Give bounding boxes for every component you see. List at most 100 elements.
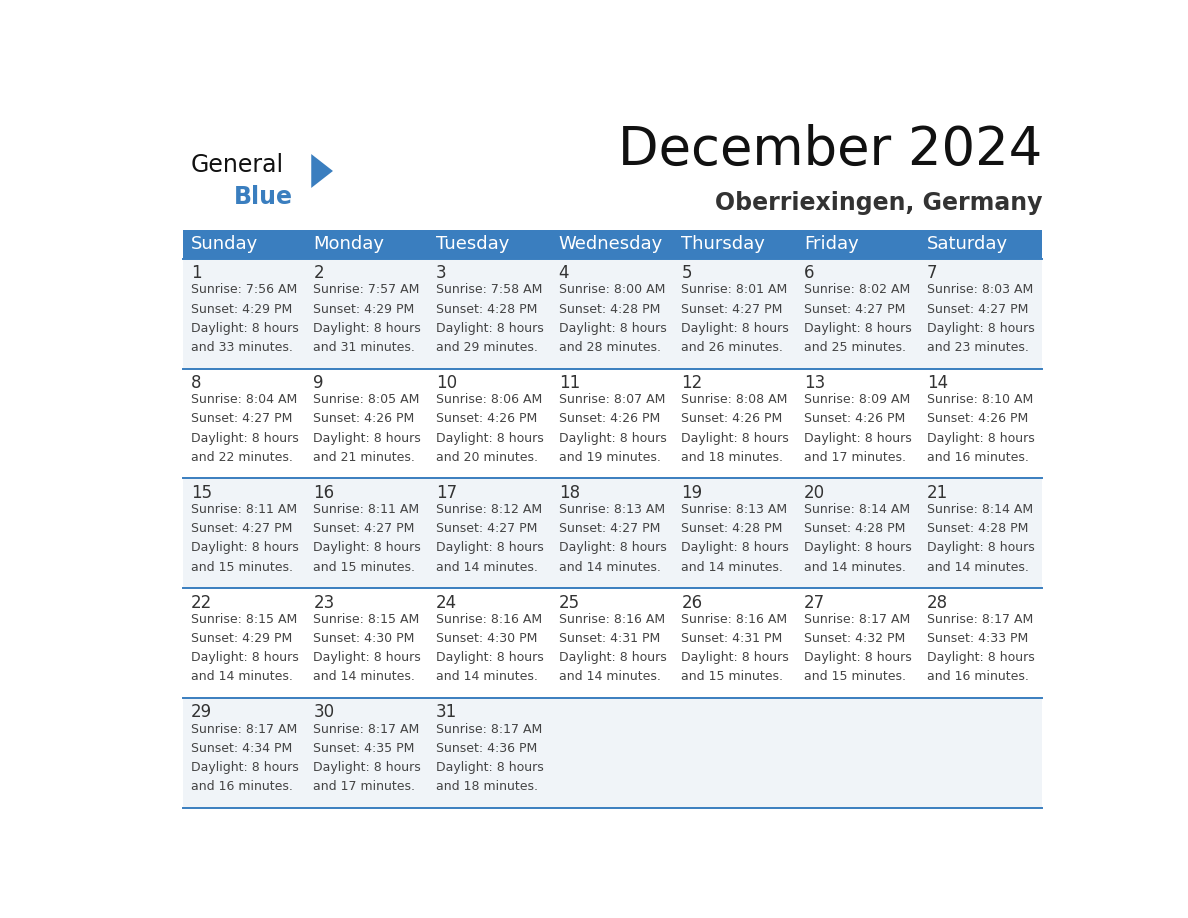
Text: 7: 7 bbox=[927, 264, 937, 282]
Text: Sunrise: 8:08 AM: Sunrise: 8:08 AM bbox=[682, 393, 788, 406]
Text: 19: 19 bbox=[682, 484, 702, 502]
Text: Sunrise: 8:15 AM: Sunrise: 8:15 AM bbox=[191, 613, 297, 626]
Bar bbox=[183, 478, 307, 588]
Text: and 15 minutes.: and 15 minutes. bbox=[804, 670, 906, 684]
Text: Sunrise: 8:04 AM: Sunrise: 8:04 AM bbox=[191, 393, 297, 406]
Text: Sunday: Sunday bbox=[191, 235, 258, 253]
Bar bbox=[429, 698, 551, 808]
Text: Daylight: 8 hours: Daylight: 8 hours bbox=[558, 651, 666, 665]
Text: and 14 minutes.: and 14 minutes. bbox=[558, 670, 661, 684]
Text: Sunrise: 7:56 AM: Sunrise: 7:56 AM bbox=[191, 284, 297, 297]
Text: and 16 minutes.: and 16 minutes. bbox=[191, 780, 292, 793]
Bar bbox=[674, 230, 797, 259]
Bar bbox=[429, 259, 551, 368]
Bar bbox=[551, 478, 674, 588]
Text: Sunset: 4:29 PM: Sunset: 4:29 PM bbox=[191, 303, 292, 316]
Text: Daylight: 8 hours: Daylight: 8 hours bbox=[436, 651, 544, 665]
Text: 17: 17 bbox=[436, 484, 457, 502]
Text: Sunset: 4:28 PM: Sunset: 4:28 PM bbox=[558, 303, 661, 316]
Text: Sunset: 4:27 PM: Sunset: 4:27 PM bbox=[314, 522, 415, 535]
Text: Sunset: 4:27 PM: Sunset: 4:27 PM bbox=[804, 303, 905, 316]
Bar bbox=[551, 259, 674, 368]
Text: Daylight: 8 hours: Daylight: 8 hours bbox=[558, 322, 666, 335]
Text: 24: 24 bbox=[436, 594, 457, 611]
Bar bbox=[183, 230, 307, 259]
Text: Daylight: 8 hours: Daylight: 8 hours bbox=[804, 431, 912, 444]
Text: 10: 10 bbox=[436, 374, 457, 392]
Text: and 14 minutes.: and 14 minutes. bbox=[191, 670, 292, 684]
Text: 13: 13 bbox=[804, 374, 826, 392]
Text: Daylight: 8 hours: Daylight: 8 hours bbox=[558, 542, 666, 554]
Text: 5: 5 bbox=[682, 264, 691, 282]
Bar bbox=[797, 588, 920, 698]
Text: Sunrise: 8:06 AM: Sunrise: 8:06 AM bbox=[436, 393, 543, 406]
Text: and 14 minutes.: and 14 minutes. bbox=[314, 670, 416, 684]
Text: Sunrise: 8:15 AM: Sunrise: 8:15 AM bbox=[314, 613, 419, 626]
Text: Sunrise: 8:11 AM: Sunrise: 8:11 AM bbox=[191, 503, 297, 516]
Bar bbox=[920, 368, 1042, 478]
Bar bbox=[920, 259, 1042, 368]
Text: Daylight: 8 hours: Daylight: 8 hours bbox=[191, 322, 298, 335]
Text: Daylight: 8 hours: Daylight: 8 hours bbox=[804, 651, 912, 665]
Bar bbox=[920, 478, 1042, 588]
Bar bbox=[920, 588, 1042, 698]
Text: Sunrise: 8:01 AM: Sunrise: 8:01 AM bbox=[682, 284, 788, 297]
Text: Sunset: 4:26 PM: Sunset: 4:26 PM bbox=[314, 412, 415, 425]
Text: Blue: Blue bbox=[234, 185, 292, 209]
Text: Daylight: 8 hours: Daylight: 8 hours bbox=[682, 431, 789, 444]
Bar bbox=[429, 478, 551, 588]
Text: Sunrise: 7:58 AM: Sunrise: 7:58 AM bbox=[436, 284, 543, 297]
Text: and 16 minutes.: and 16 minutes. bbox=[927, 670, 1029, 684]
Text: Sunset: 4:29 PM: Sunset: 4:29 PM bbox=[314, 303, 415, 316]
Bar bbox=[797, 478, 920, 588]
Text: Sunrise: 8:16 AM: Sunrise: 8:16 AM bbox=[682, 613, 788, 626]
Text: December 2024: December 2024 bbox=[618, 124, 1042, 176]
Text: 28: 28 bbox=[927, 594, 948, 611]
Text: Sunrise: 8:03 AM: Sunrise: 8:03 AM bbox=[927, 284, 1034, 297]
Text: 8: 8 bbox=[191, 374, 201, 392]
Text: and 15 minutes.: and 15 minutes. bbox=[191, 561, 292, 574]
Bar bbox=[183, 259, 307, 368]
Text: Sunrise: 8:17 AM: Sunrise: 8:17 AM bbox=[314, 722, 419, 735]
Text: Sunrise: 8:17 AM: Sunrise: 8:17 AM bbox=[436, 722, 543, 735]
Text: Sunrise: 8:17 AM: Sunrise: 8:17 AM bbox=[191, 722, 297, 735]
Text: Sunset: 4:31 PM: Sunset: 4:31 PM bbox=[682, 632, 783, 645]
Text: Sunset: 4:27 PM: Sunset: 4:27 PM bbox=[927, 303, 1028, 316]
Text: Daylight: 8 hours: Daylight: 8 hours bbox=[191, 651, 298, 665]
Text: 16: 16 bbox=[314, 484, 335, 502]
Text: and 33 minutes.: and 33 minutes. bbox=[191, 341, 292, 354]
Text: and 14 minutes.: and 14 minutes. bbox=[436, 670, 538, 684]
Text: Sunset: 4:27 PM: Sunset: 4:27 PM bbox=[558, 522, 661, 535]
Text: 29: 29 bbox=[191, 703, 211, 722]
Text: and 26 minutes.: and 26 minutes. bbox=[682, 341, 783, 354]
Text: Sunset: 4:28 PM: Sunset: 4:28 PM bbox=[682, 522, 783, 535]
Text: and 14 minutes.: and 14 minutes. bbox=[682, 561, 783, 574]
Text: 4: 4 bbox=[558, 264, 569, 282]
Text: Friday: Friday bbox=[804, 235, 859, 253]
Text: and 16 minutes.: and 16 minutes. bbox=[927, 451, 1029, 464]
Text: Sunset: 4:27 PM: Sunset: 4:27 PM bbox=[682, 303, 783, 316]
Bar bbox=[429, 368, 551, 478]
Text: Sunrise: 8:17 AM: Sunrise: 8:17 AM bbox=[804, 613, 910, 626]
Text: 27: 27 bbox=[804, 594, 826, 611]
Text: Sunset: 4:27 PM: Sunset: 4:27 PM bbox=[436, 522, 537, 535]
Bar bbox=[797, 698, 920, 808]
Text: and 17 minutes.: and 17 minutes. bbox=[314, 780, 416, 793]
Text: Sunset: 4:28 PM: Sunset: 4:28 PM bbox=[927, 522, 1028, 535]
Text: Daylight: 8 hours: Daylight: 8 hours bbox=[436, 542, 544, 554]
Bar bbox=[429, 588, 551, 698]
Text: 25: 25 bbox=[558, 594, 580, 611]
Text: Sunset: 4:26 PM: Sunset: 4:26 PM bbox=[682, 412, 783, 425]
Text: Sunrise: 8:13 AM: Sunrise: 8:13 AM bbox=[682, 503, 788, 516]
Text: 11: 11 bbox=[558, 374, 580, 392]
Text: Daylight: 8 hours: Daylight: 8 hours bbox=[558, 431, 666, 444]
Text: Sunrise: 8:12 AM: Sunrise: 8:12 AM bbox=[436, 503, 542, 516]
Bar bbox=[183, 588, 307, 698]
Text: Tuesday: Tuesday bbox=[436, 235, 510, 253]
Text: and 17 minutes.: and 17 minutes. bbox=[804, 451, 906, 464]
Bar bbox=[920, 230, 1042, 259]
Text: Sunset: 4:28 PM: Sunset: 4:28 PM bbox=[436, 303, 537, 316]
Text: Daylight: 8 hours: Daylight: 8 hours bbox=[804, 542, 912, 554]
Text: 26: 26 bbox=[682, 594, 702, 611]
Text: Sunset: 4:26 PM: Sunset: 4:26 PM bbox=[804, 412, 905, 425]
